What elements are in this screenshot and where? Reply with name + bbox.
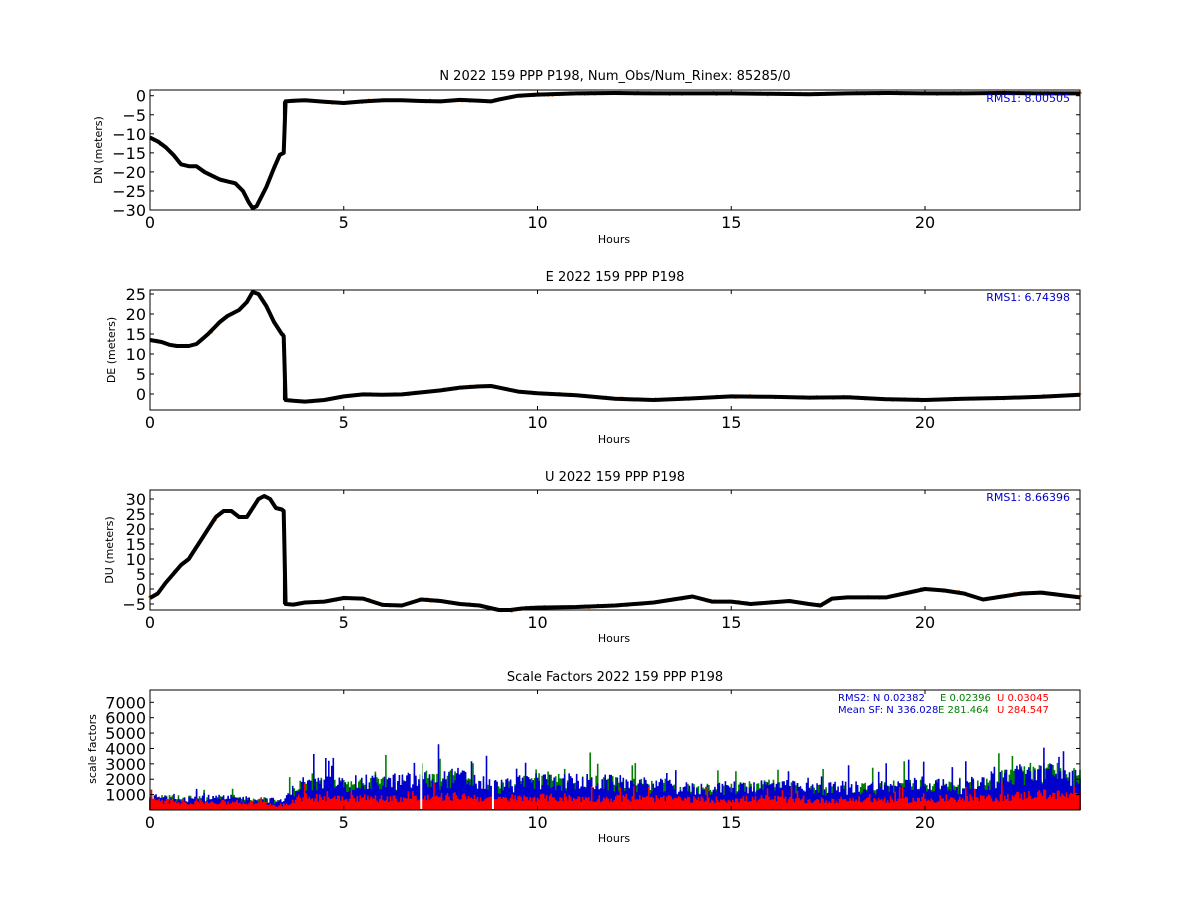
ytick-label: −15 [112,144,146,163]
xtick-label: 20 [915,413,935,432]
xtick-label: 0 [145,813,155,832]
xtick-label: 10 [527,813,547,832]
sf-plot-area [149,730,1081,810]
sf-legend-rms2-n: RMS2: N 0.02382 [838,693,925,704]
east-xlabel: Hours [598,433,630,446]
ytick-label: 15 [126,535,146,554]
up-xlabel: Hours [598,632,630,645]
sf-legend-rms2-u: U 0.03045 [997,693,1049,704]
north-title: N 2022 159 PPP P198, Num_Obs/Num_Rinex: … [439,69,790,84]
ytick-label: 5 [136,365,146,384]
ytick-label: −25 [112,182,146,201]
panel-up: U 2022 159 PPP P198 0 5 10 15 20302520151050… [103,470,1082,645]
east-rms-annotation: RMS1: 6.74398 [986,291,1070,304]
sf-xlabel: Hours [598,832,630,845]
xtick-label: 10 [527,413,547,432]
up-plot-area [148,494,1082,613]
ytick-label: 0 [136,87,146,106]
up-ylabel: DU (meters) [103,516,116,583]
ytick-label: 4000 [105,739,146,758]
north-ticks: 0 5 10 15 200−5−10−15−20−25−30 [112,87,1080,232]
up-rms-annotation: RMS1: 8.66396 [986,491,1070,504]
sf-legend-mean-e: E 281.464 [938,705,989,716]
xtick-label: 15 [721,813,741,832]
ytick-label: 30 [126,490,146,509]
ytick-label: 7000 [105,693,146,712]
xtick-label: 20 [915,213,935,232]
sf-legend-mean-u: U 284.547 [997,705,1049,716]
xtick-label: 15 [721,613,741,632]
xtick-label: 10 [527,213,547,232]
xtick-label: 0 [145,413,155,432]
xtick-label: 0 [145,213,155,232]
sf-legend-rms2-e: E 0.02396 [940,693,991,704]
panel-north: N 2022 159 PPP P198, Num_Obs/Num_Rinex: … [92,69,1082,246]
north-plot-frame [149,89,1081,211]
north-plot-area [149,90,1082,211]
xtick-label: 15 [721,213,741,232]
ytick-label: 1000 [105,786,146,805]
ytick-label: 5 [136,565,146,584]
north-rms-annotation: RMS1: 8.00505 [986,92,1070,105]
ytick-label: 15 [126,325,146,344]
ytick-label: 20 [126,305,146,324]
xtick-label: 5 [339,613,349,632]
sf-ylabel: scale factors [86,714,99,784]
sf-legend-mean-n: Mean SF: N 336.028 [838,705,938,716]
sf-legend: RMS2: N 0.02382 E 0.02396 U 0.03045 Mean… [838,693,1049,716]
xtick-label: 10 [527,613,547,632]
series-line [149,494,1081,612]
ytick-label: 25 [126,285,146,304]
sf-gap [420,730,423,809]
east-title: E 2022 159 PPP P198 [546,270,685,285]
ytick-label: −30 [112,201,146,220]
ytick-label: 10 [126,550,146,569]
ytick-label: 3000 [105,755,146,774]
sf-title: Scale Factors 2022 159 PPP P198 [507,670,723,685]
north-ylabel: DN (meters) [92,116,105,184]
ytick-label: 25 [126,505,146,524]
east-plot-area [149,290,1082,404]
ytick-label: 0 [136,580,146,599]
sf-gap [491,730,494,809]
ytick-label: 6000 [105,709,146,728]
ytick-label: −5 [122,595,146,614]
ytick-label: −5 [122,106,146,125]
ytick-label: 10 [126,345,146,364]
east-plot-frame [149,289,1081,411]
xtick-label: 5 [339,213,349,232]
north-xlabel: Hours [598,233,630,246]
ytick-label: 20 [126,520,146,539]
xtick-label: 20 [915,613,935,632]
sf-plot-frame [149,689,1081,811]
xtick-label: 0 [145,613,155,632]
ytick-label: −20 [112,163,146,182]
series-line [149,290,1081,404]
east-ylabel: DE (meters) [105,317,118,383]
ytick-label: 2000 [105,770,146,789]
xtick-label: 5 [339,813,349,832]
ytick-label: −10 [112,125,146,144]
xtick-label: 20 [915,813,935,832]
ytick-label: 5000 [105,724,146,743]
series-line [149,91,1080,211]
xtick-label: 5 [339,413,349,432]
ytick-label: 0 [136,385,146,404]
xtick-label: 15 [721,413,741,432]
up-title: U 2022 159 PPP P198 [545,470,685,485]
up-plot-frame [149,489,1081,611]
panel-scale-factors: Scale Factors 2022 159 PPP P198 0 5 10 15 20… [86,670,1081,845]
